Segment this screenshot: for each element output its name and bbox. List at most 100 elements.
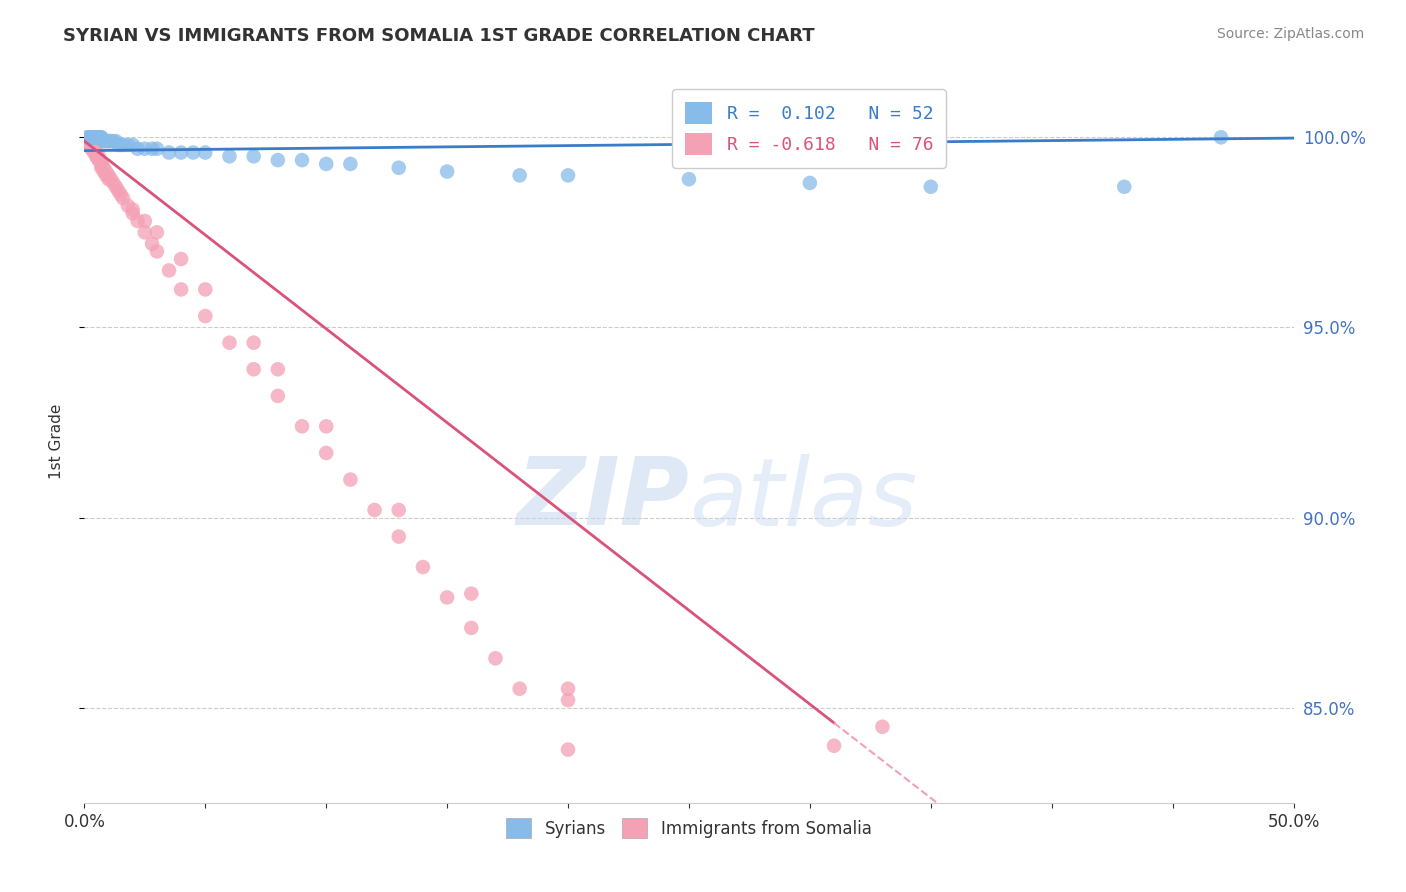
Point: [557, 693, 579, 707]
Point: [87, 153, 110, 168]
Point: [170, 145, 193, 160]
Point: [146, 244, 169, 259]
Point: [83, 142, 105, 156]
Point: [141, 142, 163, 156]
Point: [509, 681, 531, 696]
Point: [315, 157, 337, 171]
Point: [339, 473, 361, 487]
Point: [112, 137, 135, 152]
Point: [157, 263, 180, 277]
Point: [127, 142, 149, 156]
Point: [157, 145, 180, 160]
Point: [291, 419, 314, 434]
Point: [103, 134, 125, 148]
Point: [97, 134, 120, 148]
Point: [436, 164, 458, 178]
Point: [97, 172, 120, 186]
Point: [90, 130, 112, 145]
Point: [436, 591, 458, 605]
Point: [76, 134, 98, 148]
Point: [170, 282, 193, 296]
Point: [97, 134, 120, 148]
Point: [388, 503, 411, 517]
Point: [77, 137, 100, 152]
Text: Source: ZipAtlas.com: Source: ZipAtlas.com: [1216, 27, 1364, 41]
Point: [87, 153, 110, 168]
Point: [920, 179, 942, 194]
Point: [267, 153, 290, 168]
Point: [242, 362, 264, 376]
Point: [87, 130, 110, 145]
Point: [557, 681, 579, 696]
Point: [90, 157, 112, 171]
Point: [80, 137, 103, 152]
Point: [872, 720, 894, 734]
Point: [678, 804, 700, 818]
Point: [121, 206, 143, 220]
Point: [242, 335, 264, 350]
Point: [86, 149, 108, 163]
Point: [146, 226, 169, 240]
Point: [170, 252, 193, 266]
Point: [77, 130, 100, 145]
Point: [460, 587, 482, 601]
Point: [363, 503, 385, 517]
Point: [97, 169, 120, 183]
Point: [90, 157, 112, 171]
Text: ZIP: ZIP: [516, 453, 689, 545]
Point: [76, 130, 98, 145]
Point: [799, 176, 821, 190]
Point: [339, 157, 361, 171]
Point: [218, 149, 240, 163]
Point: [557, 169, 579, 183]
Point: [823, 739, 845, 753]
Point: [90, 161, 112, 175]
Point: [83, 142, 105, 156]
Point: [80, 142, 103, 156]
Text: atlas: atlas: [689, 454, 917, 545]
Point: [134, 226, 156, 240]
Point: [80, 137, 103, 152]
Point: [194, 145, 217, 160]
Point: [110, 187, 132, 202]
Point: [460, 621, 482, 635]
Point: [100, 172, 122, 186]
Point: [86, 145, 108, 160]
Point: [242, 149, 264, 163]
Point: [93, 134, 115, 148]
Point: [83, 130, 105, 145]
Point: [121, 202, 143, 217]
Point: [181, 145, 204, 160]
Point: [94, 169, 117, 183]
Point: [509, 169, 531, 183]
Point: [110, 137, 132, 152]
Point: [90, 130, 112, 145]
Point: [87, 130, 110, 145]
Point: [83, 145, 105, 160]
Point: [93, 134, 115, 148]
Point: [678, 864, 700, 879]
Point: [86, 130, 108, 145]
Point: [93, 161, 115, 175]
Point: [83, 130, 105, 145]
Point: [678, 172, 700, 186]
Point: [388, 161, 411, 175]
Point: [86, 149, 108, 163]
Point: [117, 137, 139, 152]
Point: [80, 130, 103, 145]
Point: [267, 389, 290, 403]
Point: [484, 651, 506, 665]
Point: [194, 309, 217, 323]
Point: [127, 214, 149, 228]
Y-axis label: 1st Grade: 1st Grade: [49, 404, 63, 479]
Point: [557, 742, 579, 756]
Point: [107, 184, 129, 198]
Point: [77, 137, 100, 152]
Point: [94, 134, 117, 148]
Point: [1114, 179, 1136, 194]
Point: [104, 179, 127, 194]
Point: [83, 130, 105, 145]
Legend: Syrians, Immigrants from Somalia: Syrians, Immigrants from Somalia: [499, 812, 879, 845]
Point: [80, 142, 103, 156]
Point: [86, 130, 108, 145]
